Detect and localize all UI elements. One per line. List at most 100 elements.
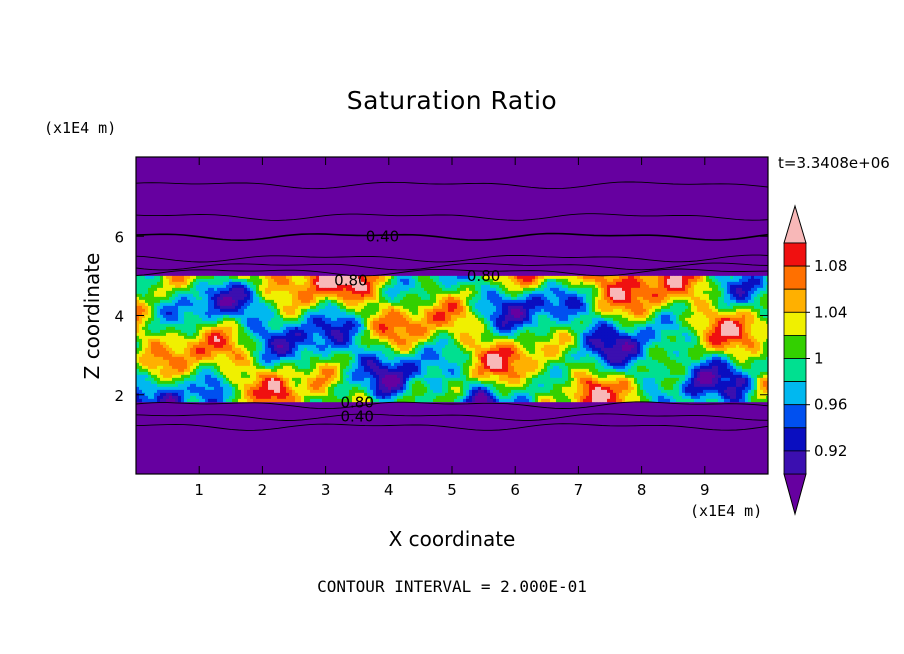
field-cell [667, 278, 671, 283]
field-cell [496, 326, 500, 331]
field-cell [664, 329, 668, 334]
field-cell [643, 320, 647, 325]
field-cell [259, 293, 263, 298]
field-cell [283, 317, 287, 322]
field-cell [568, 329, 572, 334]
field-cell [331, 320, 335, 325]
field-cell [289, 314, 293, 319]
field-cell [676, 281, 680, 286]
field-cell [190, 338, 194, 343]
field-cell [142, 308, 146, 313]
field-cell [553, 281, 557, 286]
field-cell [265, 284, 269, 289]
field-cell [628, 290, 632, 295]
field-cell [241, 287, 245, 292]
field-cell [379, 341, 383, 346]
field-cell [559, 296, 563, 301]
field-cell [508, 326, 512, 331]
field-cell [565, 320, 569, 325]
field-cell [253, 320, 257, 325]
field-cell [754, 287, 758, 292]
field-cell [463, 275, 467, 280]
field-cell [379, 320, 383, 325]
field-cell [217, 299, 221, 304]
field-cell [229, 338, 233, 343]
field-cell [517, 344, 521, 349]
field-cell [172, 293, 176, 298]
field-cell [547, 293, 551, 298]
field-cell [193, 302, 197, 307]
field-cell [763, 281, 767, 286]
field-cell [238, 284, 242, 289]
field-cell [169, 344, 173, 349]
field-cell [220, 278, 224, 283]
field-cell [694, 341, 698, 346]
field-cell [283, 335, 287, 340]
field-cell [445, 293, 449, 298]
field-cell [346, 335, 350, 340]
field-cell [235, 335, 239, 340]
field-cell [688, 305, 692, 310]
field-cell [346, 314, 350, 319]
field-cell [253, 335, 257, 340]
field-cell [550, 302, 554, 307]
field-cell [595, 320, 599, 325]
field-cell [319, 299, 323, 304]
field-cell [766, 308, 768, 313]
field-cell [295, 344, 299, 349]
field-cell [331, 284, 335, 289]
field-cell [760, 299, 764, 304]
field-cell [511, 284, 515, 289]
field-cell [751, 305, 755, 310]
field-cell [472, 338, 476, 343]
field-cell [691, 305, 695, 310]
field-cell [511, 320, 515, 325]
field-cell [421, 338, 425, 343]
field-cell [667, 311, 671, 316]
field-cell [646, 299, 650, 304]
field-cell [472, 323, 476, 328]
field-cell [160, 338, 164, 343]
field-cell [634, 338, 638, 343]
field-cell [148, 317, 152, 322]
field-cell [493, 341, 497, 346]
field-cell [430, 275, 434, 280]
field-cell [379, 317, 383, 322]
field-cell [598, 302, 602, 307]
field-cell [256, 344, 260, 349]
field-cell [697, 338, 701, 343]
field-cell [745, 332, 749, 337]
field-cell [547, 299, 551, 304]
field-cell [703, 332, 707, 337]
field-cell [241, 290, 245, 295]
field-cell [211, 275, 215, 280]
field-cell [568, 335, 572, 340]
field-cell [604, 287, 608, 292]
field-cell [406, 287, 410, 292]
field-cell [679, 332, 683, 337]
field-cell [694, 305, 698, 310]
field-cell [370, 314, 374, 319]
field-cell [235, 311, 239, 316]
field-cell [724, 317, 728, 322]
field-cell [481, 338, 485, 343]
field-cell [484, 293, 488, 298]
field-cell [415, 311, 419, 316]
field-cell [331, 311, 335, 316]
field-cell [241, 311, 245, 316]
field-cell [730, 299, 734, 304]
field-cell [574, 341, 578, 346]
field-cell [700, 284, 704, 289]
field-cell [400, 293, 404, 298]
field-cell [478, 344, 482, 349]
field-cell [487, 275, 491, 280]
field-cell [643, 281, 647, 286]
field-cell [505, 332, 509, 337]
field-cell [229, 299, 233, 304]
field-cell [544, 278, 548, 283]
field-cell [385, 281, 389, 286]
field-cell [139, 284, 143, 289]
field-cell [355, 305, 359, 310]
field-cell [322, 275, 326, 280]
field-cell [250, 296, 254, 301]
